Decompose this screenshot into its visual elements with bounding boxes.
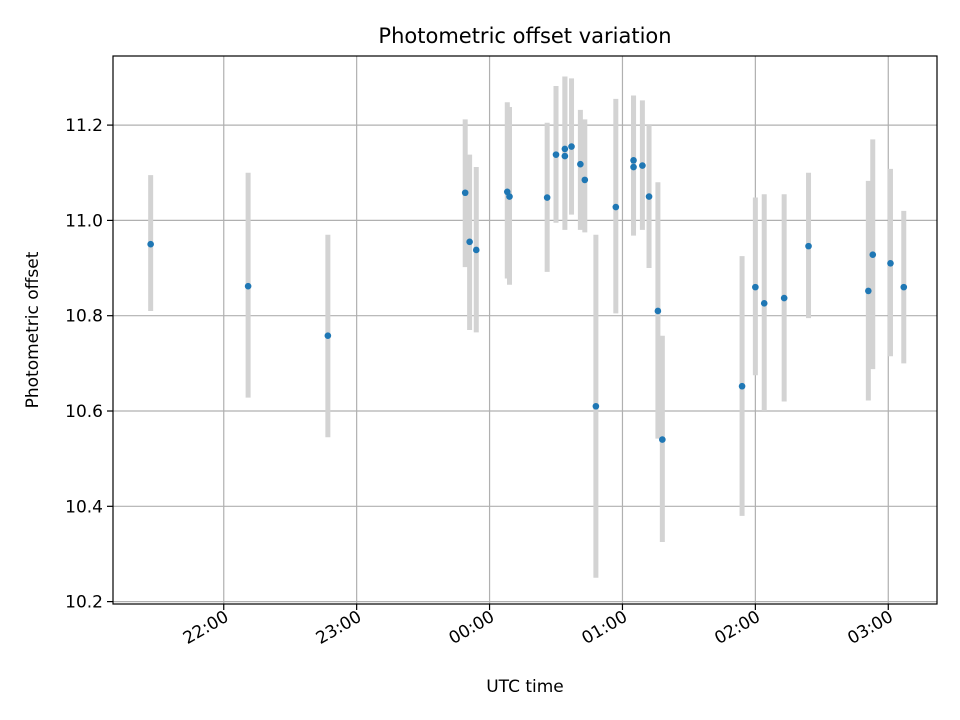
- y-tick-label: 10.8: [65, 307, 103, 327]
- data-point: [147, 240, 154, 248]
- data-point: [654, 307, 662, 315]
- data-point: [805, 242, 812, 250]
- data-point: [645, 193, 653, 200]
- data-point: [752, 283, 759, 291]
- point-layer: [147, 143, 908, 443]
- data-point: [630, 163, 637, 171]
- data-point: [543, 194, 551, 201]
- y-tick-label: 11.0: [65, 211, 103, 231]
- data-point: [466, 238, 473, 246]
- data-point: [760, 300, 768, 307]
- data-point: [865, 287, 872, 295]
- plot-area: [113, 56, 937, 604]
- data-point: [869, 251, 877, 259]
- y-tick-label: 11.2: [65, 116, 103, 136]
- data-point: [592, 402, 600, 410]
- data-point: [561, 152, 569, 160]
- data-point: [568, 143, 575, 150]
- data-point: [900, 283, 908, 291]
- data-point: [506, 193, 513, 200]
- data-point: [612, 203, 620, 211]
- data-point: [738, 382, 746, 390]
- data-point: [552, 151, 560, 158]
- data-point: [561, 145, 569, 153]
- y-tick-label: 10.6: [65, 402, 103, 422]
- y-tick-label: 10.2: [65, 593, 103, 613]
- plot-frame: [112, 55, 938, 605]
- data-point: [244, 282, 252, 290]
- data-point: [324, 332, 332, 340]
- data-point: [780, 294, 788, 302]
- data-point: [659, 436, 666, 443]
- grid-layer: [113, 56, 937, 604]
- data-point: [472, 246, 480, 254]
- y-axis-ticks: 10.2 10.4 10.6 10.8 11.0 11.2: [65, 116, 113, 613]
- data-point: [630, 157, 637, 164]
- data-point: [581, 176, 589, 184]
- data-point: [577, 160, 584, 168]
- data-point: [461, 189, 469, 197]
- data-point: [639, 162, 646, 169]
- chart-title: Photometric offset variation: [378, 24, 671, 48]
- data-point: [887, 259, 894, 267]
- x-axis-label: UTC time: [486, 677, 564, 697]
- y-axis-label: Photometric offset: [23, 251, 43, 408]
- y-tick-label: 10.4: [65, 497, 103, 517]
